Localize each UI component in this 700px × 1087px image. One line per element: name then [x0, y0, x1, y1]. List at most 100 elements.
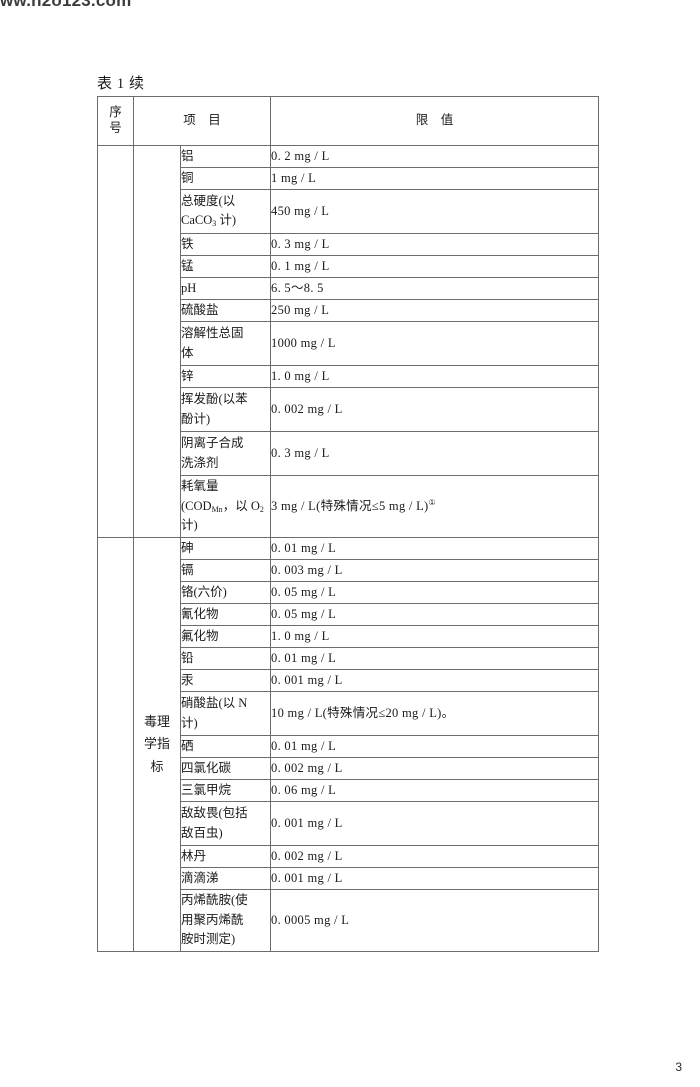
row-item-name: 铜 — [179, 167, 272, 190]
item-line: (CODMn，以 O2 — [181, 498, 264, 514]
row-item-name: 铁 — [179, 233, 272, 256]
table-row: 林丹 0. 002 mg / L — [98, 845, 600, 868]
table-row: 氟化物 1. 0 mg / L — [98, 625, 600, 648]
row-limit-value: 0. 01 mg / L — [270, 647, 600, 670]
category-line: 学指 — [143, 736, 170, 752]
table-row: 敌敌畏(包括 敌百虫) 0. 001 mg / L — [98, 801, 600, 846]
row-item-name: 镉 — [179, 559, 272, 582]
row-sequence-number — [97, 537, 134, 952]
row-limit-value: 0. 002 mg / L — [270, 387, 600, 432]
row-category: 毒理 学指标 — [133, 537, 181, 952]
header-seq-line2: 号 — [109, 121, 122, 135]
table-row: 锰 0. 1 mg / L — [98, 255, 600, 278]
row-limit-value: 0. 3 mg / L — [270, 431, 600, 476]
row-limit-value: 0. 3 mg / L — [270, 233, 600, 256]
row-limit-value: 1. 0 mg / L — [270, 365, 600, 388]
item-line: 用聚丙烯酰 — [181, 912, 244, 927]
item-line: 硝酸盐(以 N — [181, 696, 248, 711]
row-item-name: 溶解性总固体 — [179, 321, 272, 366]
item-line: 溶解性总固 — [181, 326, 244, 341]
row-item-name: 丙烯酰胺(使 用聚丙烯酰胺时测定) — [179, 889, 272, 952]
table-row: 总硬度(以 CaCO3 计) 450 mg / L — [98, 189, 600, 234]
row-limit-value: 0. 002 mg / L — [270, 757, 600, 780]
row-item-name: 总硬度(以 CaCO3 计) — [179, 189, 272, 234]
row-item-name: 汞 — [179, 669, 272, 692]
header-value: 限 值 — [270, 96, 600, 146]
row-item-name: 铝 — [179, 145, 272, 168]
row-limit-value: 0. 001 mg / L — [270, 801, 600, 846]
header-seq: 序号 — [97, 96, 134, 146]
item-line: 胺时测定) — [181, 932, 236, 947]
row-sequence-number — [97, 145, 134, 538]
row-limit-value: 450 mg / L — [270, 189, 600, 234]
item-line: 阴离子合成 — [181, 436, 244, 451]
table-header-row: 序号项 目限 值 — [97, 96, 600, 146]
row-limit-value: 10 mg / L(特殊情况≤20 mg / L)。 — [270, 691, 600, 736]
item-line: 丙烯酰胺(使 — [181, 893, 248, 908]
row-limit-value: 6. 5～8. 5 — [270, 277, 600, 300]
header-seq-line1: 序 — [109, 105, 122, 120]
item-line: 挥发酚(以苯 — [181, 392, 248, 407]
table-row: 汞 0. 001 mg / L — [98, 669, 600, 692]
item-line: 洗涤剂 — [181, 455, 219, 470]
table-row: 阴离子合成 洗涤剂 0. 3 mg / L — [98, 431, 600, 476]
row-limit-value: 0. 2 mg / L — [270, 145, 600, 168]
table-row: 毒理 学指标砷 0. 01 mg / L — [97, 537, 600, 952]
table-row: 溶解性总固体 1000 mg / L — [98, 321, 600, 366]
row-item-name: 滴滴涕 — [179, 867, 272, 890]
table-row: 丙烯酰胺(使 用聚丙烯酰 胺时测定) 0. 0005 mg / L — [98, 889, 600, 952]
row-limit-value: 0. 001 mg / L — [270, 669, 600, 692]
row-limit-value: 0. 01 mg / L — [270, 735, 600, 758]
row-limit-value: 0. 002 mg / L — [270, 845, 600, 868]
row-item-name: 三氯甲烷 — [179, 779, 272, 802]
row-item-name: 敌敌畏(包括 敌百虫) — [179, 801, 272, 846]
row-limit-value: 1 mg / L — [270, 167, 600, 190]
row-limit-value: 0. 1 mg / L — [270, 255, 600, 278]
row-limit-value: 250 mg / L — [270, 299, 600, 322]
row-item-name: 耗氧量 (CODMn，以 O2 计) — [179, 475, 272, 538]
table-row: 铝 0. 2 mg / L — [97, 145, 600, 538]
item-line: 计) — [181, 518, 198, 533]
row-item-name: 锌 — [179, 365, 272, 388]
item-line: 敌敌畏(包括 — [181, 806, 248, 821]
table-row: 硫酸盐 250 mg / L — [98, 299, 600, 322]
row-limit-value: 1000 mg / L — [270, 321, 600, 366]
row-item-name: 阴离子合成 洗涤剂 — [179, 431, 272, 476]
row-limit-value: 0. 05 mg / L — [270, 603, 600, 626]
row-item-name: 砷 — [179, 537, 272, 560]
row-item-name: 挥发酚(以苯 酚计) — [179, 387, 272, 432]
footnote-marker: ① — [428, 497, 436, 507]
table-row: 滴滴涕 0. 001 mg / L — [98, 867, 600, 890]
category-line: 毒理 — [143, 714, 170, 730]
page-number: 3 — [675, 1060, 682, 1074]
row-item-name: 林丹 — [179, 845, 272, 868]
row-item-name: pH — [179, 277, 272, 300]
row-item-name: 硫酸盐 — [179, 299, 272, 322]
table-caption: 表 1 续 — [97, 76, 145, 92]
row-item-name: 硒 — [179, 735, 272, 758]
category-line: 标 — [150, 758, 164, 774]
item-line: CaCO3 计) — [181, 213, 237, 229]
header-item: 项 目 — [132, 96, 272, 146]
item-line: 敌百虫) — [181, 825, 223, 840]
item-line: 耗氧量 — [181, 479, 219, 494]
row-limit-value: 0. 001 mg / L — [270, 867, 600, 890]
table-row: 铅 0. 01 mg / L — [98, 647, 600, 670]
item-line: 计) — [181, 715, 198, 730]
row-item-name: 氰化物 — [179, 603, 272, 626]
row-item-name: 氟化物 — [179, 625, 272, 648]
row-limit-value: 1. 0 mg / L — [270, 625, 600, 648]
table-row: 挥发酚(以苯 酚计) 0. 002 mg / L — [98, 387, 600, 432]
row-limit-value: 0. 0005 mg / L — [270, 889, 600, 952]
row-limit-value: 0. 05 mg / L — [270, 581, 600, 604]
row-item-name: 铬(六价) — [179, 581, 272, 604]
row-limit-value: 0. 01 mg / L — [270, 537, 600, 560]
row-limit-value: 3 mg / L(特殊情况≤5 mg / L)① — [270, 475, 600, 538]
site-watermark: ww.h2o123.com — [0, 0, 132, 10]
item-line: 酚计) — [181, 411, 211, 426]
row-item-name: 铅 — [179, 647, 272, 670]
table-row: 氰化物 0. 05 mg / L — [98, 603, 600, 626]
table-row: 耗氧量 (CODMn，以 O2 计) 3 mg / L(特殊情况≤5 mg / L)① — [98, 475, 600, 538]
item-line: 体 — [181, 345, 194, 360]
